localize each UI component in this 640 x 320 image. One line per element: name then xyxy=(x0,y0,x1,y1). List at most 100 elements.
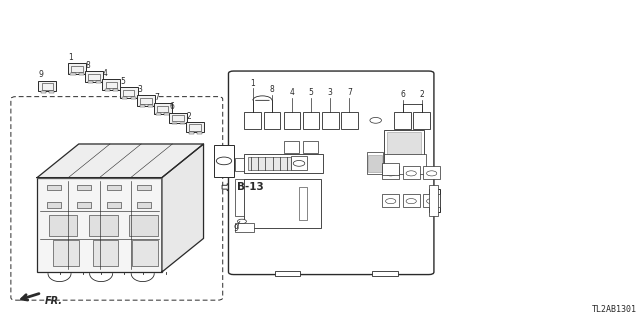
Bar xyxy=(214,145,234,177)
Bar xyxy=(53,240,79,266)
Bar xyxy=(79,73,84,75)
Bar xyxy=(140,105,145,107)
Bar xyxy=(77,202,91,208)
Text: 7: 7 xyxy=(154,93,159,102)
Circle shape xyxy=(370,117,381,123)
Bar xyxy=(172,115,184,121)
Text: 8: 8 xyxy=(86,61,90,70)
Bar xyxy=(429,185,438,216)
Text: 7: 7 xyxy=(347,88,352,97)
Bar xyxy=(106,82,117,88)
Bar xyxy=(172,123,177,124)
Bar xyxy=(169,113,187,123)
Bar xyxy=(70,73,76,75)
Bar xyxy=(148,105,153,107)
Bar xyxy=(235,223,254,232)
Bar xyxy=(68,63,86,74)
Bar xyxy=(140,98,152,104)
Bar xyxy=(235,179,244,216)
Bar xyxy=(137,95,155,106)
Bar xyxy=(284,112,300,129)
Bar xyxy=(341,112,358,129)
Bar xyxy=(129,215,158,236)
Bar xyxy=(49,91,54,93)
Bar xyxy=(403,194,420,206)
Text: 5: 5 xyxy=(120,77,125,86)
Text: 4: 4 xyxy=(103,69,108,78)
Circle shape xyxy=(237,219,246,224)
Bar xyxy=(382,166,399,179)
Text: 3: 3 xyxy=(328,88,333,97)
Bar xyxy=(384,154,426,174)
Text: 2: 2 xyxy=(187,112,191,121)
Text: 6: 6 xyxy=(400,90,405,100)
FancyBboxPatch shape xyxy=(228,71,434,275)
Bar xyxy=(123,90,134,96)
Bar xyxy=(413,112,430,129)
Bar xyxy=(180,123,185,124)
Bar xyxy=(89,215,118,236)
Bar xyxy=(107,202,121,208)
Text: FR.: FR. xyxy=(45,296,63,306)
Bar xyxy=(88,74,100,80)
Bar xyxy=(368,155,382,172)
Bar xyxy=(189,132,194,134)
Bar xyxy=(107,185,121,190)
Bar xyxy=(394,112,411,129)
Bar xyxy=(96,81,101,83)
Bar xyxy=(88,81,93,83)
Bar xyxy=(291,156,307,170)
Bar xyxy=(382,163,399,175)
Bar xyxy=(157,106,168,112)
Bar xyxy=(122,97,127,99)
Bar xyxy=(429,189,440,212)
Text: 8: 8 xyxy=(269,85,275,94)
Bar xyxy=(49,215,77,236)
Text: 1: 1 xyxy=(250,78,255,88)
Bar xyxy=(423,194,440,206)
Bar xyxy=(387,132,421,162)
Bar xyxy=(303,112,319,129)
Bar xyxy=(244,112,261,129)
FancyArrow shape xyxy=(222,184,234,191)
Polygon shape xyxy=(37,144,204,178)
Text: TL2AB1301: TL2AB1301 xyxy=(592,305,637,314)
Bar xyxy=(137,185,151,190)
Bar xyxy=(303,141,318,153)
Bar xyxy=(403,166,420,179)
Bar xyxy=(137,202,151,208)
Bar xyxy=(189,124,201,131)
Bar xyxy=(85,71,103,82)
Bar xyxy=(102,79,120,90)
Text: 9: 9 xyxy=(38,70,44,79)
Bar xyxy=(244,179,321,228)
Circle shape xyxy=(427,171,437,176)
Bar xyxy=(264,112,280,129)
Bar xyxy=(248,156,291,170)
Bar xyxy=(120,87,138,98)
Circle shape xyxy=(427,199,437,204)
Bar xyxy=(42,83,53,90)
Bar xyxy=(156,113,161,115)
Text: 2: 2 xyxy=(419,90,424,100)
Circle shape xyxy=(293,161,305,166)
Bar xyxy=(299,187,307,220)
Bar xyxy=(382,194,399,206)
Bar xyxy=(93,240,118,266)
Bar xyxy=(367,152,383,174)
Bar xyxy=(47,185,61,190)
Bar xyxy=(284,141,299,153)
Bar xyxy=(244,154,323,173)
Bar xyxy=(154,103,172,114)
Bar xyxy=(164,113,170,115)
Text: 5: 5 xyxy=(308,88,314,97)
Circle shape xyxy=(406,171,417,176)
Bar xyxy=(71,66,83,72)
Text: B-13: B-13 xyxy=(237,182,264,192)
Circle shape xyxy=(385,171,396,176)
Bar xyxy=(186,122,204,132)
Bar xyxy=(47,202,61,208)
Bar xyxy=(41,91,46,93)
Bar xyxy=(423,166,440,179)
Polygon shape xyxy=(162,144,204,272)
